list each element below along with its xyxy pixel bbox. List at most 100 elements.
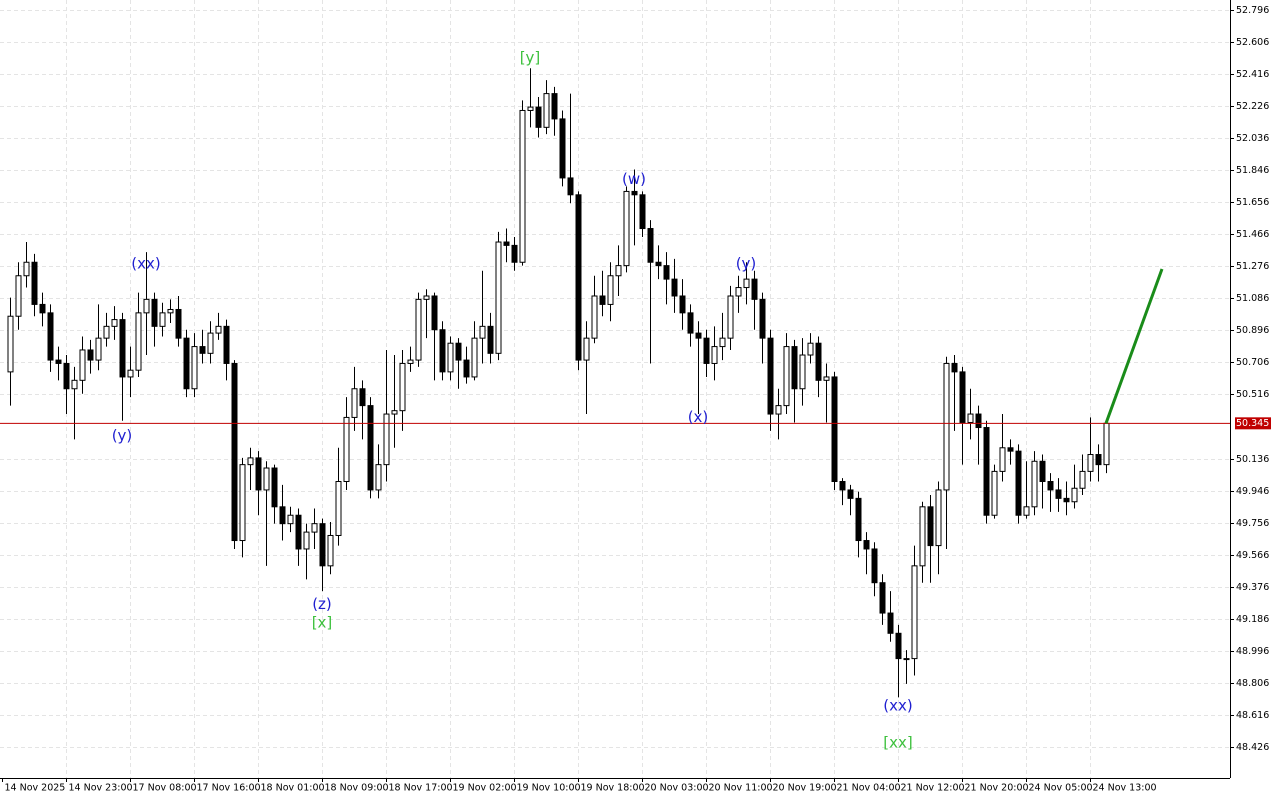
candle-body	[1039, 460, 1046, 483]
candle-body	[879, 582, 886, 614]
candle-body	[407, 359, 414, 364]
candle-body	[1007, 447, 1014, 452]
y-tick-label: 49.756	[1236, 518, 1269, 529]
x-tick-label: 20 Nov 19:00	[773, 783, 837, 794]
candle-body	[799, 354, 806, 390]
candle-body	[527, 106, 534, 111]
y-tick-label: 49.566	[1236, 550, 1269, 561]
candle-body	[575, 194, 582, 361]
projection-line	[1104, 268, 1164, 424]
candle-body	[543, 93, 550, 128]
candle-body	[847, 489, 854, 499]
wave-label: (xx)	[131, 254, 160, 272]
candle-body	[767, 337, 774, 415]
candle-body	[815, 342, 822, 381]
candle-body	[47, 312, 54, 361]
candle-body	[287, 514, 294, 525]
candle-body	[975, 413, 982, 429]
y-tick-label: 49.376	[1236, 582, 1269, 593]
candle-body	[143, 298, 150, 314]
candle-body	[191, 346, 198, 390]
candle-body	[343, 416, 350, 483]
candle-body	[1055, 489, 1062, 499]
candle-body	[263, 467, 270, 491]
wave-label: (w)	[622, 170, 646, 188]
candle-body	[519, 109, 526, 263]
current-price-label: 50.345	[1236, 418, 1269, 429]
x-tick-label: 18 Nov 17:00	[389, 783, 453, 794]
candle-body	[455, 342, 462, 361]
candle-body	[127, 369, 134, 378]
candle-body	[239, 464, 246, 542]
candle-body	[399, 362, 406, 412]
candle-body	[311, 523, 318, 533]
candle-body	[511, 244, 518, 263]
x-tick-label: 20 Nov 03:00	[645, 783, 709, 794]
x-tick-label: 14 Nov 23:00	[69, 783, 133, 794]
candle-body	[303, 531, 310, 550]
candle-body	[1071, 487, 1078, 503]
candle-body	[207, 332, 214, 354]
candle-body	[559, 118, 566, 179]
candle-body	[503, 241, 510, 246]
candle-body	[935, 489, 942, 547]
y-tick-label: 50.516	[1236, 389, 1269, 400]
y-tick-label: 48.996	[1236, 646, 1269, 657]
axis-labels: 52.796 52.606 52.416 52.226 52.036 51.846 51.6…	[2, 5, 1271, 794]
candle-body	[743, 278, 750, 289]
candle-body	[1047, 481, 1054, 491]
x-tick-label: 19 Nov 10:00	[517, 783, 581, 794]
candle-body	[647, 228, 654, 263]
candle-body	[423, 295, 430, 300]
candle-body	[15, 275, 22, 317]
grid	[0, 0, 1230, 778]
candle-body	[783, 346, 790, 407]
candle-body	[871, 548, 878, 584]
y-tick-label: 51.656	[1236, 197, 1269, 208]
y-tick-label: 50.896	[1236, 325, 1269, 336]
wave-label: [y]	[520, 49, 541, 67]
y-tick-label: 48.616	[1236, 710, 1269, 721]
candle-body	[431, 295, 438, 331]
x-tick-label: 19 Nov 18:00	[581, 783, 645, 794]
x-tick-label: 17 Nov 16:00	[197, 783, 261, 794]
candle-body	[319, 523, 326, 567]
y-tick-label: 48.806	[1236, 678, 1269, 689]
candle-body	[583, 337, 590, 361]
candle-body	[87, 349, 94, 361]
candle-body	[415, 298, 422, 361]
candle-body	[23, 261, 30, 277]
y-tick-label: 51.086	[1236, 293, 1269, 304]
candle-body	[999, 447, 1006, 472]
current-price-badge	[1235, 417, 1271, 430]
candle-body	[79, 349, 86, 381]
x-tick-label: 17 Nov 08:00	[133, 783, 197, 794]
wave-label: [x]	[312, 614, 333, 632]
y-tick-label: 50.136	[1236, 454, 1269, 465]
candle-body	[271, 467, 278, 508]
wave-label: (y)	[736, 254, 757, 272]
y-tick-label: 50.706	[1236, 357, 1269, 368]
candle-body	[167, 308, 174, 314]
candle-body	[855, 497, 862, 542]
x-tick-label: 24 Nov 13:00	[1093, 783, 1157, 794]
wave-label: (x)	[688, 408, 709, 426]
candle-body	[1015, 450, 1022, 516]
candle-body	[1023, 506, 1030, 516]
candle-body	[255, 457, 262, 491]
candle-body	[751, 278, 758, 300]
candle-body	[687, 312, 694, 334]
candle-body	[599, 295, 606, 305]
y-tick-label: 51.846	[1236, 165, 1269, 176]
candle-body	[839, 481, 846, 491]
candle-body	[175, 308, 182, 339]
y-tick-label: 52.796	[1236, 5, 1269, 16]
candles	[7, 68, 1110, 698]
x-tick-label: 24 Nov 05:00	[1029, 783, 1093, 794]
candle-body	[1031, 460, 1038, 508]
candle-body	[327, 534, 334, 567]
candle-body	[775, 405, 782, 415]
candle-body	[439, 329, 446, 373]
candle-body	[367, 405, 374, 491]
candle-body	[807, 342, 814, 356]
